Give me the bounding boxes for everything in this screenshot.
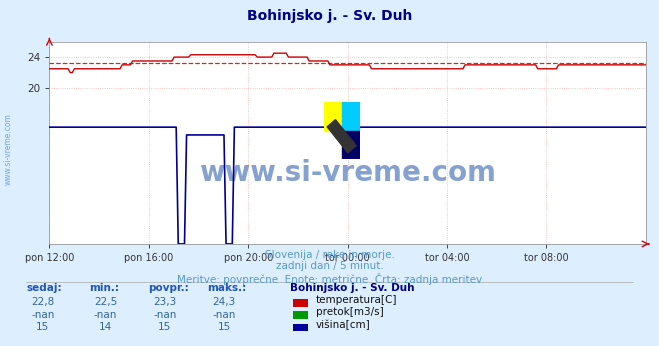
Text: višina[cm]: višina[cm] [316, 319, 370, 330]
Text: maks.:: maks.: [208, 283, 247, 293]
Text: 22,8: 22,8 [31, 297, 55, 307]
Text: sedaj:: sedaj: [26, 283, 62, 293]
Text: pretok[m3/s]: pretok[m3/s] [316, 307, 384, 317]
Text: -nan: -nan [94, 310, 117, 320]
Text: Slovenija / reke in morje.: Slovenija / reke in morje. [264, 250, 395, 260]
Text: www.si-vreme.com: www.si-vreme.com [3, 113, 13, 185]
Text: 22,5: 22,5 [94, 297, 117, 307]
Text: temperatura[C]: temperatura[C] [316, 295, 397, 305]
Text: 15: 15 [36, 322, 49, 332]
Text: 15: 15 [217, 322, 231, 332]
Text: www.si-vreme.com: www.si-vreme.com [199, 159, 496, 187]
Text: -nan: -nan [153, 310, 177, 320]
Text: 15: 15 [158, 322, 171, 332]
Text: povpr.:: povpr.: [148, 283, 189, 293]
Text: -nan: -nan [212, 310, 236, 320]
Text: zadnji dan / 5 minut.: zadnji dan / 5 minut. [275, 261, 384, 271]
Text: Bohinjsko j. - Sv. Duh: Bohinjsko j. - Sv. Duh [290, 283, 415, 293]
Text: Meritve: povprečne  Enote: metrične  Črta: zadnja meritev: Meritve: povprečne Enote: metrične Črta:… [177, 273, 482, 285]
Text: -nan: -nan [31, 310, 55, 320]
Text: 23,3: 23,3 [153, 297, 177, 307]
Text: 14: 14 [99, 322, 112, 332]
Text: min.:: min.: [89, 283, 119, 293]
Text: Bohinjsko j. - Sv. Duh: Bohinjsko j. - Sv. Duh [247, 9, 412, 22]
Text: 24,3: 24,3 [212, 297, 236, 307]
